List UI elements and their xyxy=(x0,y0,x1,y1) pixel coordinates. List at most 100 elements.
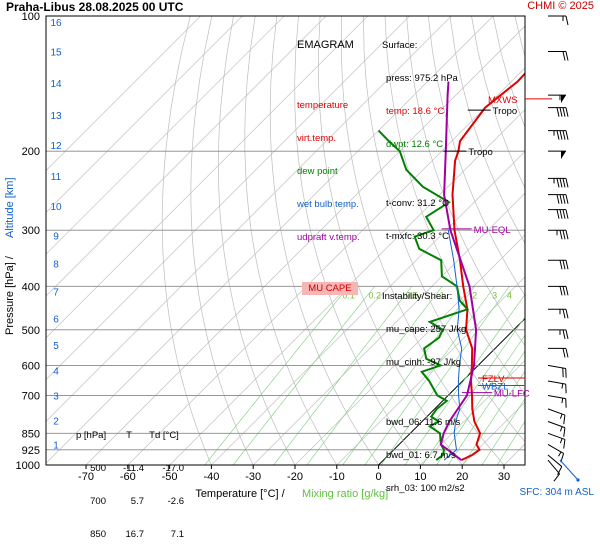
wind-barb xyxy=(548,455,562,475)
mixing-ratio-line xyxy=(463,286,583,465)
legend-panel: EMAGRAM temperature virt.temp. dew point… xyxy=(297,18,360,295)
wind-barb-feather xyxy=(557,108,559,117)
wind-barb xyxy=(548,365,566,377)
annotation-label: WBZL xyxy=(482,381,508,392)
legend-item-dew-point: dew point xyxy=(297,166,360,177)
pressure-tick-label: 925 xyxy=(22,445,40,457)
level-table-row: 850 16.7 7.1 xyxy=(76,529,184,540)
bwd-01: bwd_01: 6.7 m/s xyxy=(382,450,466,461)
pressure-tick-label: 500 xyxy=(22,325,40,337)
wind-barb-feather xyxy=(564,415,565,424)
altitude-tick-label: 16 xyxy=(50,18,62,29)
wind-barb-feather xyxy=(563,52,565,61)
legend-item-temperature: temperature xyxy=(297,100,360,111)
wind-barb-feather xyxy=(566,210,568,219)
surface-dwpt: dwpt: 12.6 °C xyxy=(382,139,466,150)
altitude-tick-label: 8 xyxy=(53,260,59,271)
pressure-tick-label: 700 xyxy=(22,390,40,402)
dry-adiabat xyxy=(472,16,600,465)
wind-barb-feather xyxy=(560,195,562,204)
level-table-col-t: T xyxy=(114,430,144,441)
x-tick-label: 30 xyxy=(498,471,510,483)
surface-press: press: 975.2 hPa xyxy=(382,73,466,84)
wind-barb xyxy=(548,309,568,318)
wind-barb-feather xyxy=(563,309,565,318)
isotherm xyxy=(0,16,284,465)
wind-barb-feather xyxy=(566,195,568,204)
cell-t: 16.7 xyxy=(114,529,144,540)
legend-item-updraft: udpraft v.temp. xyxy=(297,232,360,243)
annotation-label: MXWS xyxy=(488,95,518,106)
altitude-tick-label: 14 xyxy=(50,79,62,90)
x-tick-label: 0 xyxy=(376,471,382,483)
wind-barb-feather xyxy=(560,286,562,295)
wind-barb-staff xyxy=(548,409,565,415)
wind-barb-feather xyxy=(566,330,568,339)
mixing-ratio-label: 2 xyxy=(472,290,477,300)
altitude-tick-label: 2 xyxy=(53,416,59,427)
cell-td: -17.0 xyxy=(144,463,184,474)
mu-cape: mu_cape: 257 J/kg xyxy=(382,324,466,335)
wind-barb-feather xyxy=(563,108,565,117)
wind-barb-feather xyxy=(563,286,565,295)
wind-barb xyxy=(548,444,564,462)
dry-adiabat xyxy=(580,16,600,465)
wind-barb-half-feather xyxy=(560,414,562,419)
x-axis-label-mixing: Mixing ratio [g/kg] xyxy=(302,488,388,500)
instability-heading: Instability/Shear: xyxy=(382,291,466,302)
wind-barb-feather xyxy=(566,16,568,25)
cell-td: -2.6 xyxy=(144,496,184,507)
wind-barb-feather xyxy=(566,309,568,318)
annotation-label: Tropo xyxy=(493,106,517,117)
wind-barb-half-feather xyxy=(562,384,563,389)
wind-barb-feather xyxy=(560,260,562,269)
bwd-06: bwd_06: 11.6 m/s xyxy=(382,417,466,428)
altitude-tick-label: 12 xyxy=(50,141,62,152)
wind-barb-feather xyxy=(557,195,559,204)
pressure-tick-label: 300 xyxy=(22,225,40,237)
wind-barb-half-feather xyxy=(560,438,562,443)
wind-barb-feather xyxy=(563,195,565,204)
wind-barb-feather xyxy=(563,348,565,357)
x-tick-label: -10 xyxy=(329,471,345,483)
wind-barb xyxy=(548,348,568,357)
y-axis-label-altitude: Altitude [km] xyxy=(4,177,16,238)
dry-adiabat xyxy=(537,16,600,465)
annotation-label: MU-EQL xyxy=(474,225,511,236)
wind-barb-feather xyxy=(564,439,565,448)
wind-barb xyxy=(548,52,568,61)
wind-barb xyxy=(548,195,568,204)
legend-heading: EMAGRAM xyxy=(297,40,360,51)
wind-barb xyxy=(548,286,568,295)
cell-p: 700 xyxy=(76,496,114,507)
mixing-ratio-label: 0.2 xyxy=(368,290,381,300)
level-table: p [hPa] T Td [°C] 500 -11.4 -17.0 700 5.… xyxy=(76,408,184,551)
wind-barb-staff xyxy=(548,460,560,474)
wind-barb-feather xyxy=(560,131,562,140)
legend-item-wet-bulb: wet bulb temp. xyxy=(297,199,360,210)
level-table-row: 700 5.7 -2.6 xyxy=(76,496,184,507)
cell-p: 850 xyxy=(76,529,114,540)
pressure-tick-label: 100 xyxy=(22,11,40,23)
wind-barb xyxy=(548,381,566,393)
legend-item-virt-temp: virt.temp. xyxy=(297,133,360,144)
level-table-header: p [hPa] T Td [°C] xyxy=(76,430,184,441)
altitude-tick-label: 15 xyxy=(50,48,62,59)
altitude-tick-label: 4 xyxy=(53,367,59,378)
wind-barb xyxy=(548,260,568,269)
cell-p: 500 xyxy=(76,463,114,474)
pressure-tick-label: 400 xyxy=(22,281,40,293)
altitude-tick-label: 3 xyxy=(53,392,59,403)
wind-barb-half-feather xyxy=(562,398,563,403)
wind-barb xyxy=(548,178,568,187)
mu-cinh: mu_cinh: -97 J/kg xyxy=(382,357,466,368)
srh-03: srh_03: 100 m2/s2 xyxy=(382,483,466,494)
wind-barb-feather xyxy=(566,286,568,295)
cell-td: 7.1 xyxy=(144,529,184,540)
isotherm xyxy=(546,16,600,465)
wind-barb-feather xyxy=(554,474,560,481)
pressure-tick-label: 200 xyxy=(22,146,40,158)
wind-barb-feather xyxy=(563,230,565,239)
altitude-tick-label: 10 xyxy=(50,202,62,213)
x-tick-label: -30 xyxy=(245,471,261,483)
